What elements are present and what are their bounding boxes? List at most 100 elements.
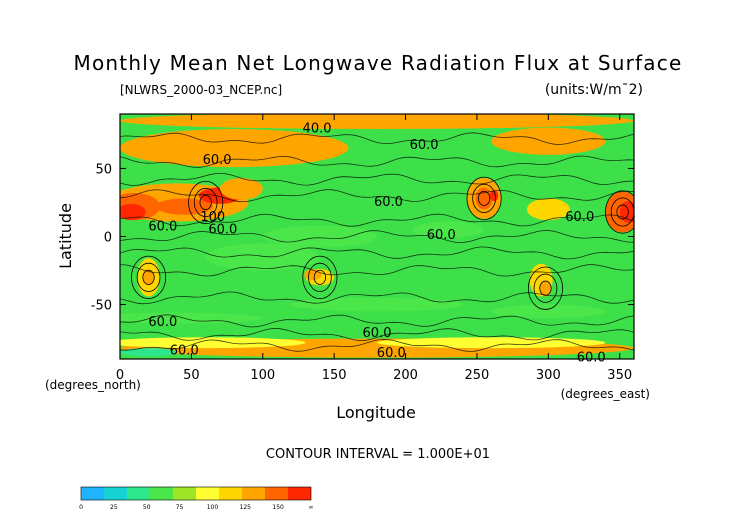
contour-line [120,338,634,352]
field-region [120,312,263,324]
contour-line [120,189,634,203]
colorbar-swatch [127,487,150,500]
contour-label: 40.0 [303,122,332,137]
contour-line [120,173,634,186]
contour-line [120,327,634,342]
contour-ring [539,280,552,296]
colorbar-tick-label: 150 [272,504,284,511]
field-region [120,203,146,221]
x-unit-note: (degrees_east) [561,387,650,401]
x-tick-label: 250 [465,368,490,383]
colorbar-frame [80,486,312,501]
field-region [475,187,493,210]
colorbar-swatch [150,487,173,500]
field-region [491,127,606,155]
contour-label: 60.0 [427,228,456,243]
field-region [526,198,570,221]
contour-interval-note: CONTOUR INTERVAL = 1.000E+01 [266,447,490,462]
contour-line [120,246,634,260]
contour-ring [472,183,496,213]
field-region [120,348,178,357]
contour-line [120,155,634,168]
contour-ring [466,176,502,221]
file-name-subtitle: [NLWRS_2000-03_NCEP.nc] [120,83,282,97]
y-axis-ticks: 50 0 -50 [91,162,634,314]
chart-title: Monthly Mean Net Longwave Radiation Flux… [74,51,683,75]
colorbar-swatch [104,487,127,500]
y-unit-note: (degrees_north) [45,378,141,392]
contour-labels: 40.060.060.060.060.060.010060.060.060.06… [148,122,605,366]
x-tick-label: 100 [250,368,275,383]
colorbar-swatch [265,487,288,500]
x-axis-label: Longitude [336,403,416,422]
x-tick-label: 200 [393,368,418,383]
x-tick-label: 0 [116,368,124,383]
contour-ring [193,187,218,218]
contour-label: 60.0 [377,346,406,361]
contour-label: 60.0 [148,220,177,235]
contour-label: 60.0 [565,210,594,225]
contour-label: 60.0 [148,315,177,330]
x-axis-ticks: 0 50 100 150 200 250 300 350 [116,114,632,383]
colorbar-tick-label: ∞ [309,504,314,511]
contour-ring [142,269,155,285]
field-region [539,280,552,297]
field-region [489,190,499,202]
contour-line [120,132,634,145]
field-region [491,304,606,319]
colorbar-swatch [242,487,265,500]
contour-ring [313,269,326,285]
colorbar-swatch [81,487,104,500]
colorbar-swatch [219,487,242,500]
contour-ring [136,262,161,292]
field-region [291,297,463,312]
x-tick-label: 50 [183,368,200,383]
contour-ring [308,262,332,292]
contour-ring [605,190,634,234]
colorbar-tick-label: 25 [110,504,118,511]
contour-ring [477,190,491,206]
contour-ring [616,204,629,220]
field-region [304,269,322,281]
field-region [142,269,155,286]
colorbar-tick-label: 50 [143,504,151,511]
colorbar-tick-label: 75 [176,504,184,511]
contour-line [120,264,634,277]
colorbar-tick-label: 125 [240,504,252,511]
x-tick-label: 350 [607,368,632,383]
x-tick-label: 300 [536,368,561,383]
contour-label: 60.0 [203,153,232,168]
contour-ring [188,180,224,225]
y-tick-label: 0 [104,231,112,246]
contour-label: 60.0 [374,195,403,210]
contour-ring [533,273,558,303]
contour-ring [302,255,338,299]
colorbar: 0 25 50 75 100 125 150 ∞ [79,486,314,511]
y-tick-label: -50 [91,299,112,314]
contour-line [120,230,634,243]
field-region [205,243,320,271]
contour-ring [527,266,564,310]
contour-label: 60.0 [410,138,439,153]
field-region [155,198,213,215]
contour-label: 100 [200,210,225,225]
contour-label: 60.0 [208,222,237,237]
colorbar-swatch [196,487,219,500]
x-tick-label: 150 [322,368,347,383]
contour-label: 60.0 [363,326,392,341]
contour-ring [131,255,167,299]
heatmap-field [120,114,634,359]
y-tick-label: 50 [95,162,112,177]
contour-line [120,213,634,227]
contour-line [120,314,634,328]
field-region [120,337,306,349]
field-region [120,114,634,129]
contour-lines [120,132,634,352]
colorbar-tick-label: 0 [79,504,83,511]
contour-label: 60.0 [577,350,606,365]
field-region [412,221,485,238]
colorbar-swatch [288,487,311,500]
colorbar-tick-label: 100 [207,504,219,511]
field-region [219,177,263,200]
